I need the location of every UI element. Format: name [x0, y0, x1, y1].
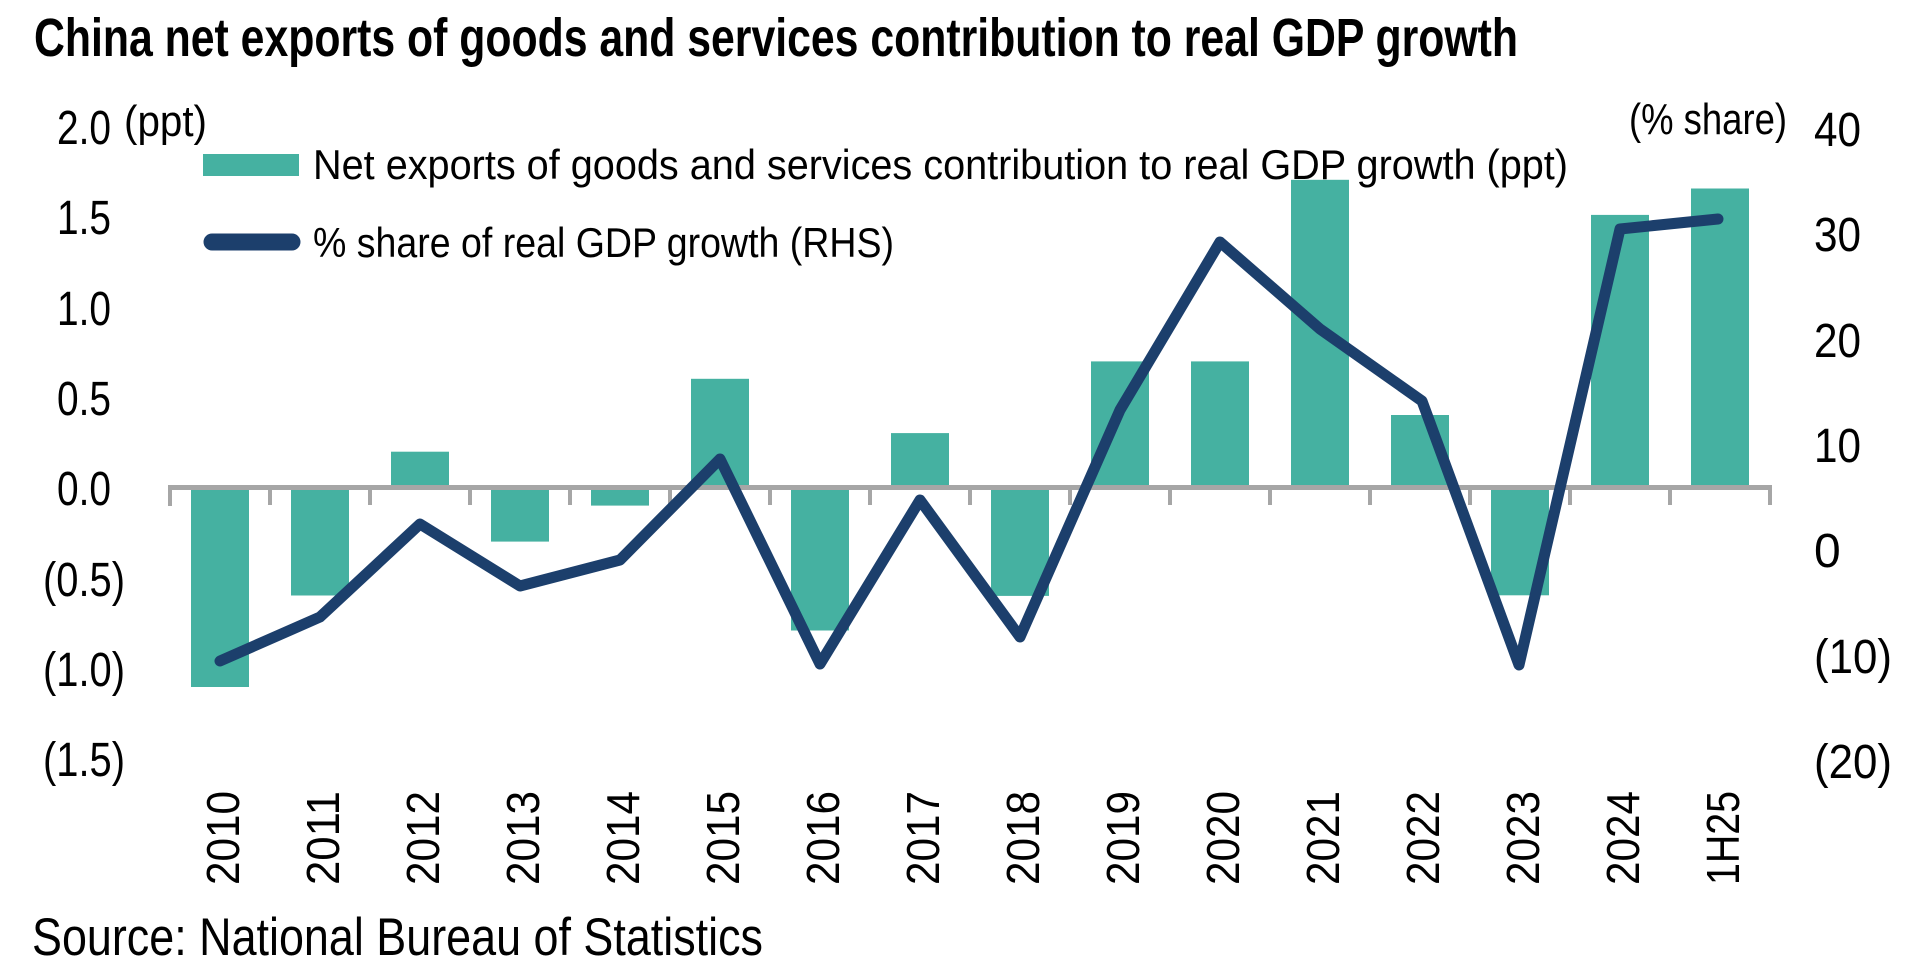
svg-text:Net exports of goods and servi: Net exports of goods and services contri… — [313, 141, 1568, 188]
svg-text:2012: 2012 — [397, 791, 449, 885]
svg-text:2015: 2015 — [697, 791, 749, 885]
svg-text:% share of real GDP growth (RH: % share of real GDP growth (RHS) — [313, 219, 894, 266]
svg-text:2.0: 2.0 — [57, 102, 111, 155]
svg-text:(20): (20) — [1814, 736, 1892, 789]
svg-text:0.0: 0.0 — [57, 463, 111, 516]
svg-text:(10): (10) — [1814, 631, 1892, 684]
svg-text:(1.5): (1.5) — [43, 734, 125, 787]
svg-text:Source: National Bureau of Sta: Source: National Bureau of Statistics — [32, 908, 763, 964]
svg-text:2021: 2021 — [1297, 791, 1349, 885]
svg-text:(% share): (% share) — [1629, 95, 1787, 144]
svg-text:2024: 2024 — [1597, 791, 1649, 885]
svg-text:0.5: 0.5 — [57, 373, 111, 426]
svg-text:China net exports of goods and: China net exports of goods and services … — [34, 8, 1518, 68]
svg-text:2014: 2014 — [597, 791, 649, 885]
svg-text:40: 40 — [1814, 104, 1861, 157]
svg-text:1.5: 1.5 — [57, 192, 111, 245]
svg-text:(ppt): (ppt) — [124, 97, 207, 146]
svg-text:2010: 2010 — [197, 791, 249, 885]
svg-text:2011: 2011 — [297, 791, 349, 885]
svg-text:(1.0): (1.0) — [43, 644, 125, 697]
svg-text:(0.5): (0.5) — [43, 554, 125, 607]
svg-text:10: 10 — [1814, 420, 1861, 473]
svg-text:2022: 2022 — [1397, 791, 1449, 885]
svg-text:0: 0 — [1814, 525, 1841, 578]
svg-text:2020: 2020 — [1197, 791, 1249, 885]
svg-text:2023: 2023 — [1497, 791, 1549, 885]
svg-text:2016: 2016 — [797, 791, 849, 885]
svg-text:1H25: 1H25 — [1697, 791, 1749, 885]
svg-text:2013: 2013 — [497, 791, 549, 885]
svg-text:2018: 2018 — [997, 791, 1049, 885]
svg-text:2019: 2019 — [1097, 791, 1149, 885]
svg-text:30: 30 — [1814, 209, 1861, 262]
svg-text:20: 20 — [1814, 315, 1861, 368]
svg-text:1.0: 1.0 — [57, 283, 111, 336]
svg-text:2017: 2017 — [897, 791, 949, 885]
